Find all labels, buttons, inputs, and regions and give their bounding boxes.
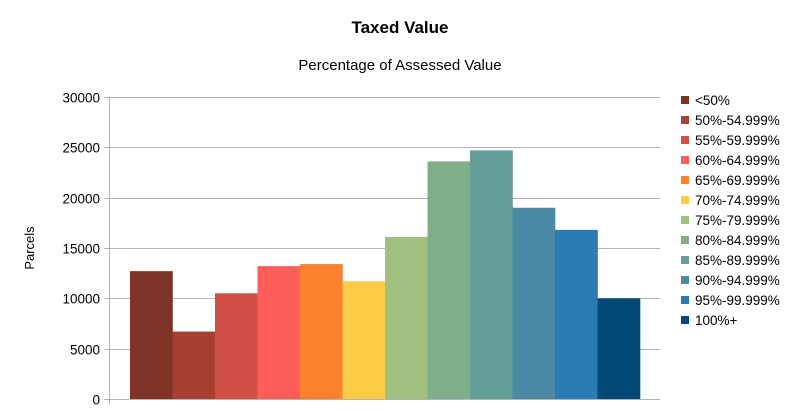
legend-label: 85%-89.999% xyxy=(695,252,780,268)
y-tick-label: 30000 xyxy=(62,91,100,106)
legend-swatch xyxy=(681,176,689,184)
y-tick-label: 20000 xyxy=(62,192,100,207)
bar xyxy=(172,331,216,399)
legend-swatch xyxy=(681,276,689,284)
y-tick-label: 5000 xyxy=(70,343,100,358)
legend-item: 60%-64.999% xyxy=(681,150,796,170)
legend-label: 75%-79.999% xyxy=(695,212,780,228)
bar xyxy=(427,161,471,399)
bar xyxy=(555,229,598,399)
legend-label: 65%-69.999% xyxy=(695,172,780,188)
y-tick-label: 15000 xyxy=(62,242,100,257)
legend-label: 70%-74.999% xyxy=(695,192,780,208)
bars xyxy=(130,150,641,399)
legend-swatch xyxy=(681,196,689,204)
legend-label: <50% xyxy=(695,92,730,108)
bar xyxy=(342,281,386,399)
legend-item: 100%+ xyxy=(681,310,796,330)
legend-swatch xyxy=(681,96,689,104)
chart-subtitle: Percentage of Assessed Value xyxy=(298,57,502,74)
bar xyxy=(512,207,556,399)
legend-item: 85%-89.999% xyxy=(681,250,796,270)
legend-item: 80%-84.999% xyxy=(681,230,796,250)
chart-title: Taxed Value xyxy=(351,18,449,37)
bar xyxy=(257,266,301,399)
legend-swatch xyxy=(681,296,689,304)
legend-swatch xyxy=(681,316,689,324)
legend-label: 100%+ xyxy=(695,312,738,328)
bar xyxy=(597,298,641,399)
legend-item: 50%-54.999% xyxy=(681,110,796,130)
legend-label: 80%-84.999% xyxy=(695,232,780,248)
legend-label: 60%-64.999% xyxy=(695,152,780,168)
y-tick-label: 25000 xyxy=(62,141,100,156)
legend-item: 65%-69.999% xyxy=(681,170,796,190)
legend-label: 55%-59.999% xyxy=(695,132,780,148)
legend-swatch xyxy=(681,216,689,224)
legend-swatch xyxy=(681,236,689,244)
legend-item: 95%-99.999% xyxy=(681,290,796,310)
legend-item: 90%-94.999% xyxy=(681,270,796,290)
legend-item: 55%-59.999% xyxy=(681,130,796,150)
y-tick-label: 10000 xyxy=(62,292,100,307)
bar xyxy=(470,150,513,399)
y-tick-label: 0 xyxy=(92,393,100,408)
legend: <50% 50%-54.999% 55%-59.999% 60%-64.999% 65%… xyxy=(681,90,796,330)
legend-label: 95%-99.999% xyxy=(695,292,780,308)
bar xyxy=(130,271,173,399)
bar xyxy=(385,236,428,399)
legend-swatch xyxy=(681,156,689,164)
y-axis-ticks: 0 5000 10000 15000 20000 25000 30000 xyxy=(62,91,109,408)
y-axis-label: Parcels xyxy=(22,226,37,270)
legend-swatch xyxy=(681,256,689,264)
bar xyxy=(300,264,343,399)
bar xyxy=(215,293,258,399)
legend-label: 90%-94.999% xyxy=(695,272,780,288)
legend-item: 75%-79.999% xyxy=(681,210,796,230)
legend-swatch xyxy=(681,116,689,124)
legend-swatch xyxy=(681,136,689,144)
legend-label: 50%-54.999% xyxy=(695,112,780,128)
legend-item: 70%-74.999% xyxy=(681,190,796,210)
legend-item: <50% xyxy=(681,90,796,110)
